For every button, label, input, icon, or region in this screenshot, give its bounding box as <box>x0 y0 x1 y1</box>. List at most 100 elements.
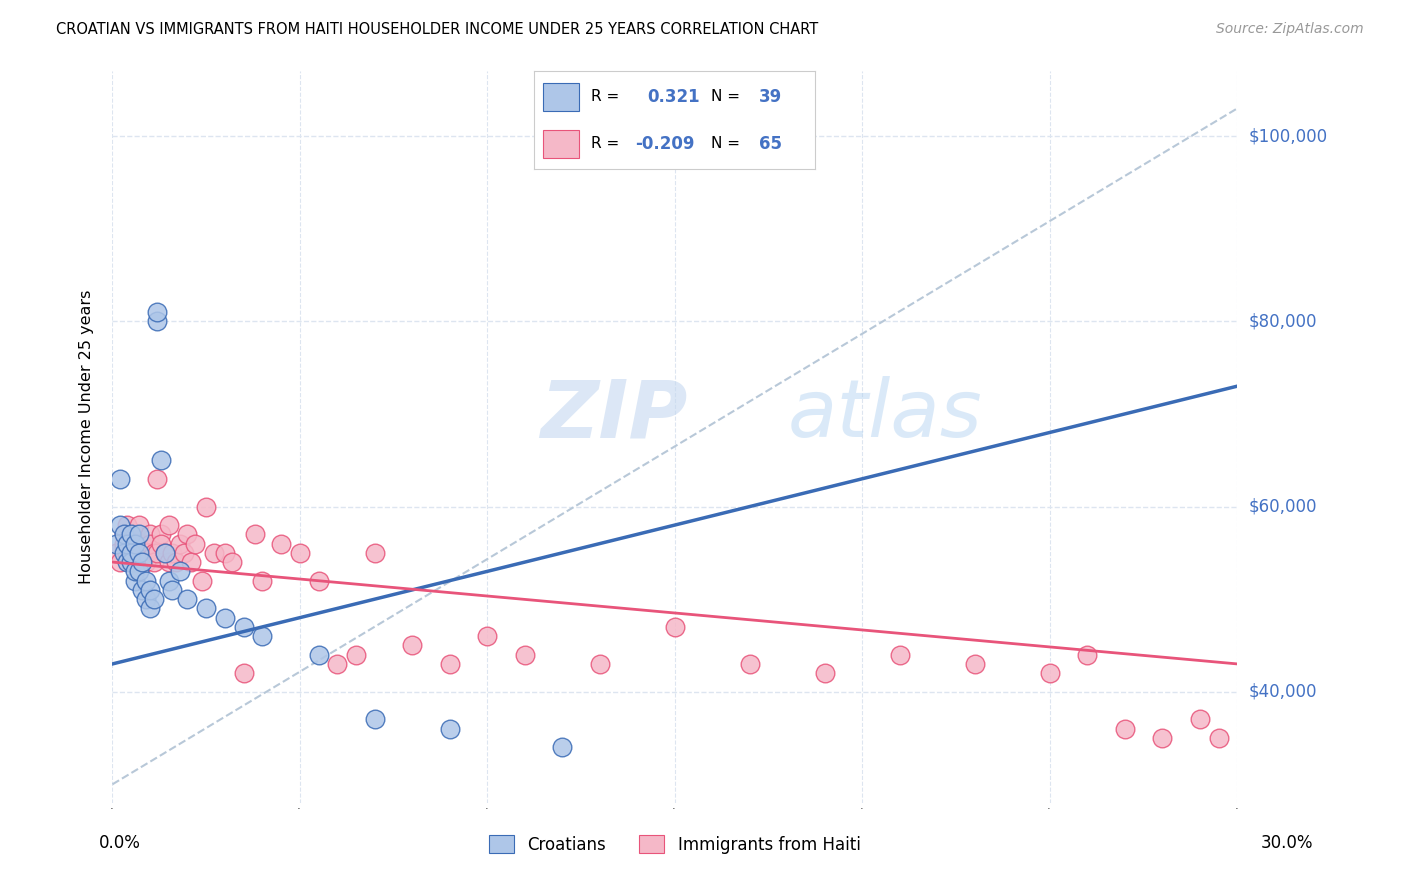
Text: $60,000: $60,000 <box>1249 498 1317 516</box>
Point <box>308 574 330 588</box>
Point <box>439 722 461 736</box>
Point <box>142 546 165 560</box>
Point <box>139 582 162 597</box>
Point <box>326 657 349 671</box>
Point <box>439 657 461 671</box>
Point <box>124 565 146 579</box>
Point <box>124 546 146 560</box>
Point <box>963 657 986 671</box>
Point <box>401 639 423 653</box>
Point <box>191 574 214 588</box>
Point <box>551 740 574 755</box>
Point <box>344 648 367 662</box>
Point <box>142 555 165 569</box>
Text: $40,000: $40,000 <box>1249 682 1317 701</box>
Point <box>169 565 191 579</box>
Bar <box>543 130 579 158</box>
Point <box>738 657 761 671</box>
Text: N =: N = <box>711 89 741 104</box>
Point <box>176 527 198 541</box>
Point <box>513 648 536 662</box>
Point <box>120 536 142 550</box>
Point <box>1114 722 1136 736</box>
Point <box>117 555 139 569</box>
Y-axis label: Householder Income Under 25 years: Householder Income Under 25 years <box>79 290 94 584</box>
Text: atlas: atlas <box>787 376 983 454</box>
Point <box>195 601 218 615</box>
Point <box>214 546 236 560</box>
Point <box>589 657 612 671</box>
Legend: Croatians, Immigrants from Haiti: Croatians, Immigrants from Haiti <box>482 829 868 860</box>
Point <box>128 546 150 560</box>
Text: 65: 65 <box>759 135 782 153</box>
Point <box>889 648 911 662</box>
Point <box>195 500 218 514</box>
Point <box>221 555 243 569</box>
Point <box>150 536 173 550</box>
Point <box>477 629 499 643</box>
Point <box>157 574 180 588</box>
Point <box>108 555 131 569</box>
Point <box>117 546 139 560</box>
Point <box>157 555 180 569</box>
Point <box>128 527 150 541</box>
Point <box>146 546 169 560</box>
Point <box>120 546 142 560</box>
Text: Source: ZipAtlas.com: Source: ZipAtlas.com <box>1216 22 1364 37</box>
Point <box>1208 731 1230 745</box>
Text: 39: 39 <box>759 88 783 106</box>
Point <box>169 536 191 550</box>
Point <box>135 546 157 560</box>
Point <box>120 527 142 541</box>
Point <box>139 527 162 541</box>
Point <box>105 546 128 560</box>
Point <box>150 453 173 467</box>
Text: 0.321: 0.321 <box>647 88 699 106</box>
Point <box>1076 648 1098 662</box>
Text: 0.0%: 0.0% <box>98 834 141 852</box>
Point <box>664 620 686 634</box>
Text: R =: R = <box>591 136 619 152</box>
Point <box>139 601 162 615</box>
Text: $80,000: $80,000 <box>1249 312 1317 330</box>
Point <box>162 582 184 597</box>
Text: -0.209: -0.209 <box>636 135 695 153</box>
Point <box>135 592 157 607</box>
Point <box>117 518 139 533</box>
Point <box>139 536 162 550</box>
Point <box>142 592 165 607</box>
Point <box>128 565 150 579</box>
Point <box>128 518 150 533</box>
Point <box>180 555 202 569</box>
Point <box>108 518 131 533</box>
Point <box>124 574 146 588</box>
Text: R =: R = <box>591 89 619 104</box>
Point <box>124 536 146 550</box>
Point <box>243 527 266 541</box>
Point <box>364 546 387 560</box>
Point <box>1039 666 1062 681</box>
Point <box>120 555 142 569</box>
Point <box>308 648 330 662</box>
Point <box>105 536 128 550</box>
Point <box>165 555 187 569</box>
Point <box>146 314 169 328</box>
Point <box>176 592 198 607</box>
Point <box>128 546 150 560</box>
Point <box>153 546 176 560</box>
Point <box>202 546 225 560</box>
Point <box>252 574 274 588</box>
Point <box>131 555 153 569</box>
Text: ZIP: ZIP <box>540 376 688 454</box>
Bar <box>543 83 579 111</box>
Point <box>146 472 169 486</box>
Point <box>112 527 135 541</box>
Point <box>1152 731 1174 745</box>
Point <box>232 620 254 634</box>
Point <box>157 518 180 533</box>
Point <box>814 666 837 681</box>
Point <box>108 472 131 486</box>
Point <box>288 546 311 560</box>
Point <box>146 305 169 319</box>
Text: N =: N = <box>711 136 741 152</box>
